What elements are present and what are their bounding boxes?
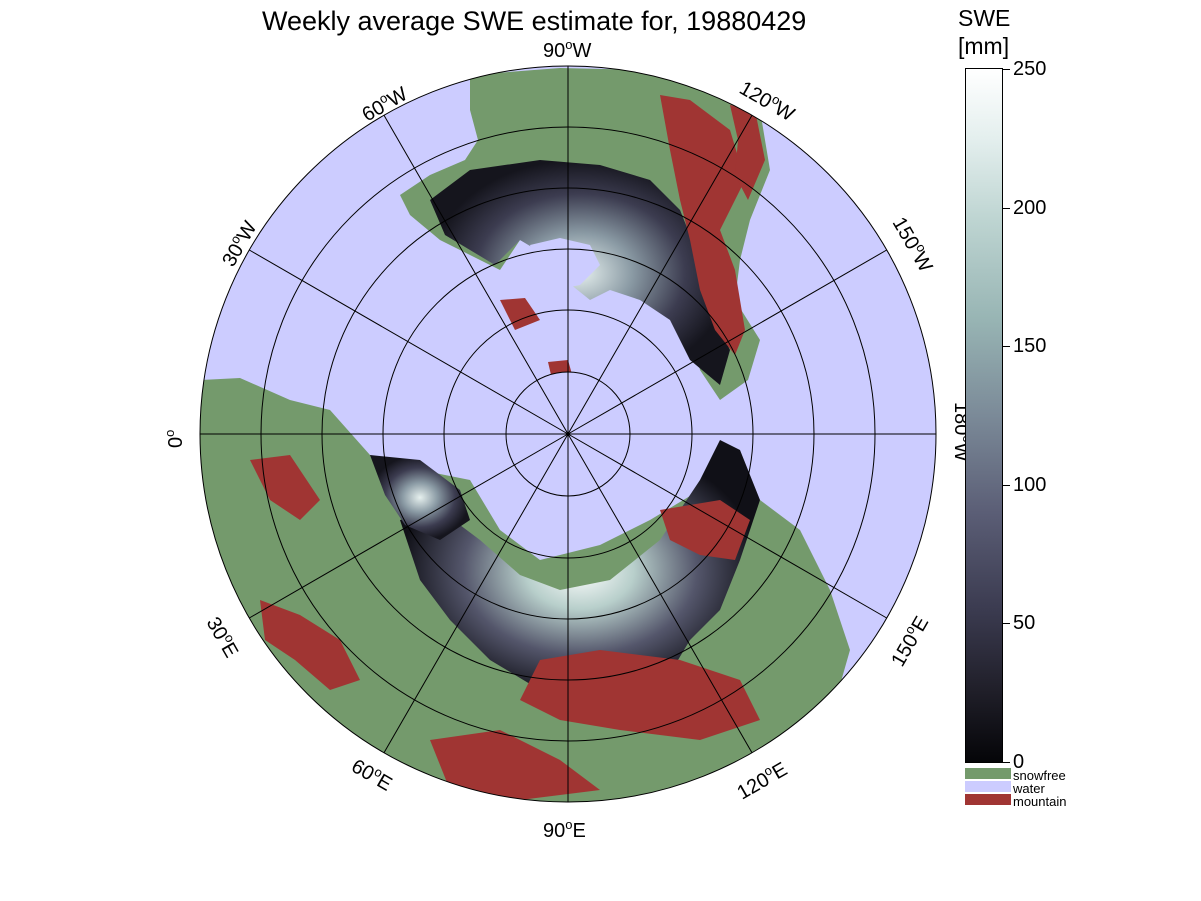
mountain-himalaya	[430, 730, 600, 800]
mountain-baffin	[500, 298, 540, 330]
swe-colorbar	[965, 68, 1003, 763]
svg-text:0o: 0o	[162, 430, 187, 448]
hudson-bay	[530, 238, 600, 290]
lbl-60e: 60	[348, 755, 378, 785]
svg-text:150oE: 150oE	[885, 611, 934, 670]
meridian-line	[383, 433, 569, 753]
legend-label-water: water	[1013, 781, 1045, 796]
meridian-line	[249, 249, 569, 435]
mountain-scandes	[250, 455, 320, 520]
legend-label-mountain: mountain	[1013, 794, 1067, 809]
lbl-0: 0	[165, 437, 187, 448]
legend-swatch-snowfree	[965, 768, 1011, 779]
mountain-east-siberia	[660, 500, 750, 560]
legend-swatch-mountain	[965, 794, 1011, 805]
svg-text:60oE: 60oE	[348, 753, 398, 796]
meridian-line	[249, 433, 569, 619]
colorbar-tick	[1003, 623, 1010, 625]
colorbar-title: SWE [mm]	[958, 4, 1010, 60]
lbl-150e: 150	[887, 631, 923, 671]
meridian-line	[567, 115, 753, 435]
legend-label-snowfree: snowfree	[1013, 768, 1066, 783]
colorbar-tick-label: 0	[1013, 751, 1025, 773]
lbl-90e: 90	[543, 820, 565, 842]
meridian-line	[383, 115, 569, 435]
meridian-line	[567, 249, 887, 435]
colorbar-tick-label: 200	[1013, 196, 1047, 219]
lbl-120w: 120	[736, 77, 776, 113]
colorbar-tick-label: 150	[1013, 335, 1047, 358]
mountain-rockies	[660, 95, 745, 355]
meridian-line	[567, 433, 887, 619]
svg-text:120oE: 120oE	[732, 756, 791, 805]
colorbar-tick	[1003, 207, 1010, 209]
svg-text:90oE: 90oE	[543, 817, 586, 842]
colorbar-title-unit: [mm]	[958, 33, 1010, 59]
colorbar-tick	[1003, 484, 1010, 486]
colorbar-tick-label: 250	[1013, 58, 1047, 80]
mountain-alaska	[730, 105, 765, 200]
legend-swatch-water	[965, 781, 1011, 792]
snow-scandinavia	[370, 455, 470, 540]
colorbar-tick-label: 50	[1013, 612, 1036, 635]
map-title: Weekly average SWE estimate for, 1988042…	[262, 6, 807, 36]
colorbar-tick	[1003, 69, 1010, 70]
colorbar-tick	[1003, 346, 1010, 348]
meridians	[200, 66, 936, 802]
snow-siberia	[400, 440, 760, 700]
mountain-central-asia	[520, 650, 760, 740]
svg-text:30oE: 30oE	[202, 612, 245, 662]
meridian-line	[567, 433, 753, 753]
svg-text:90oW: 90oW	[543, 37, 591, 62]
lbl-90w: 90	[543, 40, 565, 62]
colorbar-tick-label: 100	[1013, 473, 1047, 496]
mountain-alps-caucasus	[260, 600, 360, 690]
colorbar-title-swe: SWE	[958, 5, 1011, 31]
colorbar-tick	[1003, 762, 1010, 763]
